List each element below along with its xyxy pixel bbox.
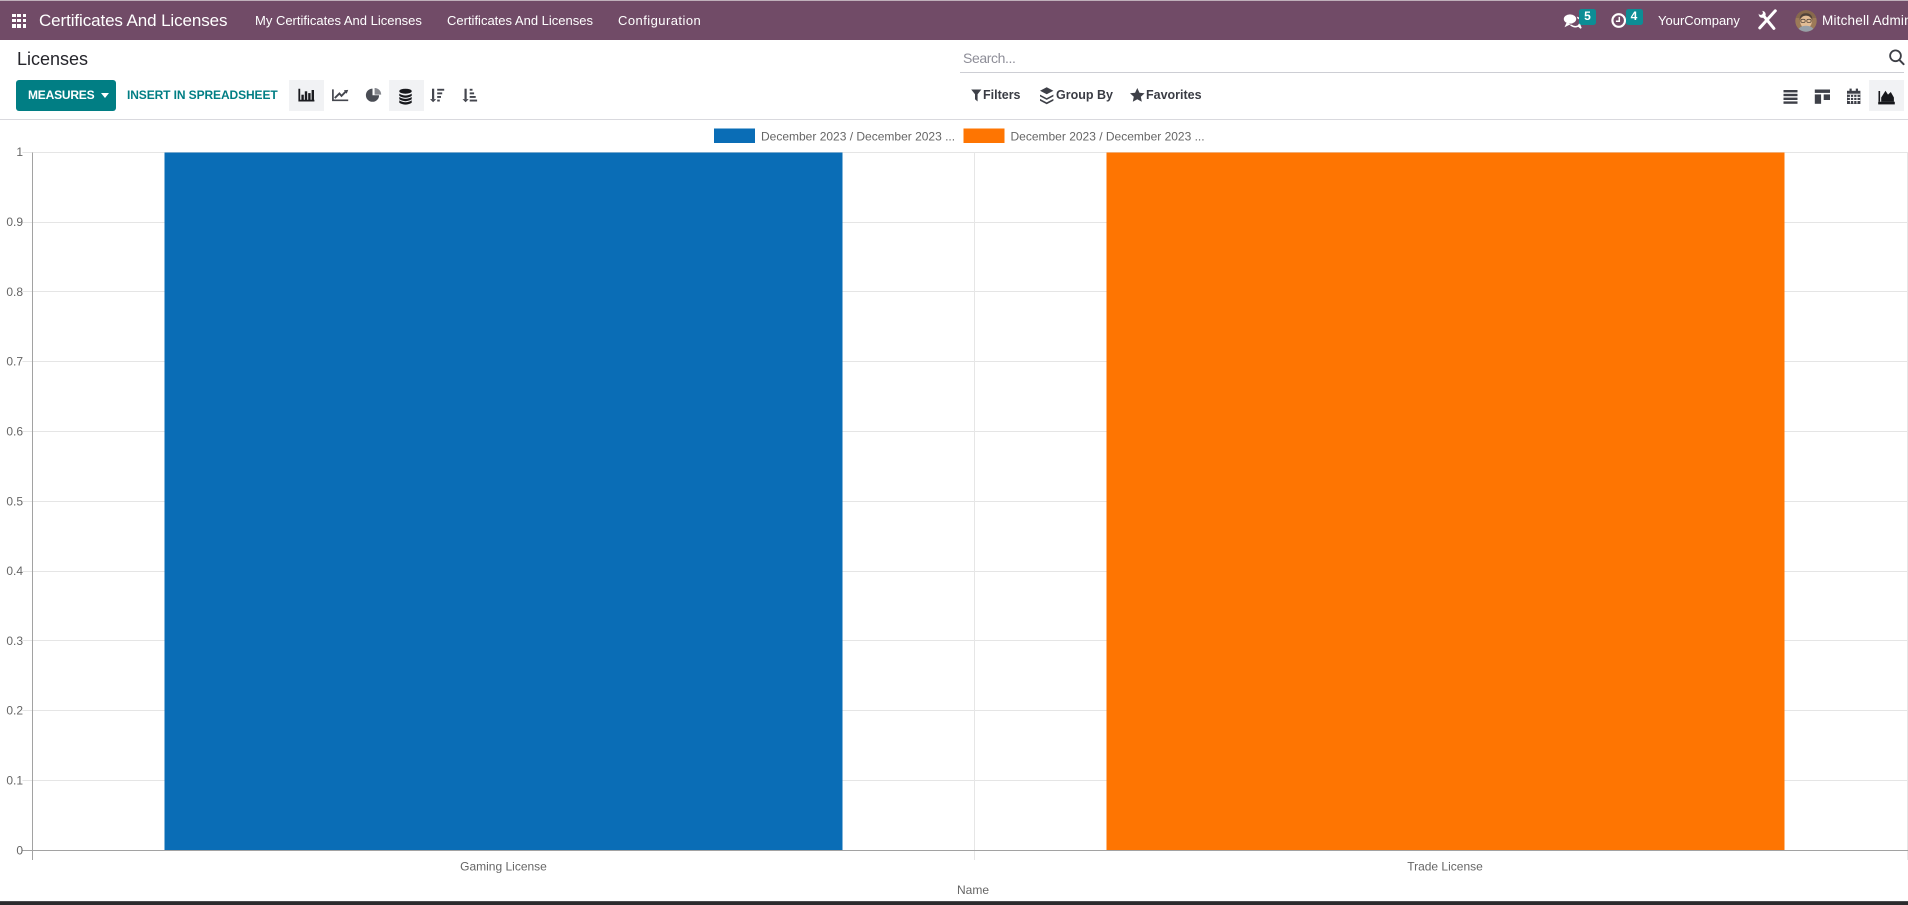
svg-text:0.3: 0.3: [6, 634, 23, 648]
svg-text:Name: Name: [957, 883, 989, 897]
svg-text:0.6: 0.6: [6, 424, 23, 438]
svg-text:0.1: 0.1: [6, 774, 23, 788]
svg-text:0.9: 0.9: [6, 215, 23, 229]
svg-text:0.4: 0.4: [6, 564, 23, 578]
svg-text:0.8: 0.8: [6, 285, 23, 299]
svg-text:Gaming License: Gaming License: [460, 860, 547, 874]
svg-text:0.2: 0.2: [6, 704, 23, 718]
svg-text:December 2023 / December 2023: December 2023 / December 2023 ...: [761, 130, 955, 144]
svg-text:0.7: 0.7: [6, 355, 23, 369]
svg-text:December 2023 / December 2023: December 2023 / December 2023 ...: [1011, 130, 1205, 144]
svg-text:0: 0: [16, 843, 23, 857]
svg-text:Trade License: Trade License: [1407, 860, 1483, 874]
svg-text:1: 1: [16, 145, 23, 159]
svg-text:0.5: 0.5: [6, 494, 23, 508]
